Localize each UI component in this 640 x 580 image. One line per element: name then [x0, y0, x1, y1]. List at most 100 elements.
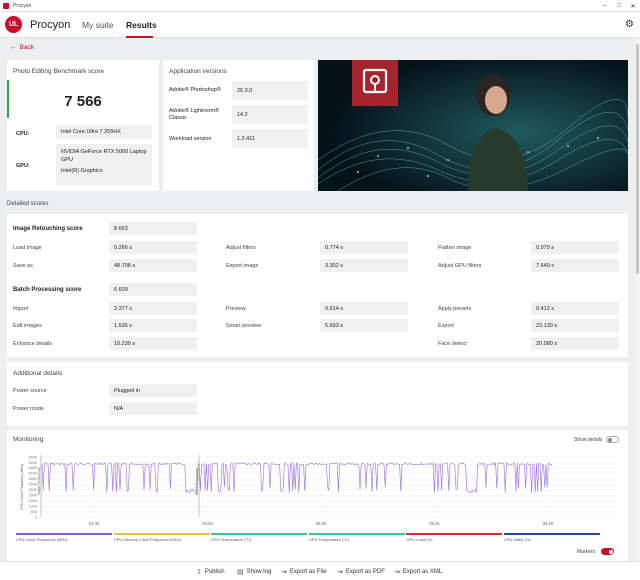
show-log-button[interactable]: ▤ Show log [237, 568, 271, 576]
monitoring-title: Monitoring [13, 436, 44, 443]
gpu-label: GPU: [16, 163, 30, 169]
batch-title: Batch Processing score [13, 287, 82, 293]
document-icon: ▤ [237, 569, 244, 576]
publish-label: Publish [204, 569, 225, 575]
active-tab-indicator [126, 36, 153, 38]
close-button[interactable]: ✕ [630, 3, 636, 10]
metric-value: 3.302 s [320, 259, 408, 272]
metric-label: Adjust filters [226, 245, 256, 251]
metric-label: Import [13, 306, 29, 312]
x-tick-label: 01:40 [89, 521, 100, 526]
legend-swatch [406, 533, 503, 535]
x-tick-label: 03:20 [202, 521, 213, 526]
legend-item[interactable]: GPU Memory Clock Frequency (MHz) [113, 533, 210, 545]
app-header: UL Procyon My suite Results ⚙ [0, 12, 640, 38]
marker-label: Image Retouching [37, 467, 41, 495]
metric-label: Save as [13, 263, 33, 269]
show-log-label: Show log [246, 569, 272, 575]
metric-label: Apply presets [438, 306, 472, 312]
additional-title: Additional details [13, 370, 63, 377]
metric-value: 7.649 s [531, 259, 619, 272]
metric-value: 2.377 s [109, 302, 197, 315]
export-file-button[interactable]: ⇥ Export as File [281, 568, 327, 576]
metric-value: 0.979 s [531, 241, 619, 254]
y-tick-label: 3500 [29, 477, 37, 481]
y-tick-label: 2500 [29, 488, 37, 492]
x-tick-label: 05:00 [316, 521, 327, 526]
window-title: Procyon [13, 2, 32, 9]
scrollbar-thumb[interactable] [636, 44, 639, 274]
metric-value: 1.536 s [109, 319, 197, 332]
legend-item[interactable]: CPU Clock Frequency (MHz) [16, 533, 112, 545]
app-name: Workload version [169, 135, 212, 142]
metric-label: Enhance details [13, 341, 53, 347]
legend-item[interactable]: GPU Load (%) [406, 533, 503, 545]
metric-label: Preview [226, 306, 246, 312]
tab-results[interactable]: Results [126, 20, 157, 30]
markers-toggle[interactable] [601, 548, 614, 555]
legend-label: CPU Clock Frequency (MHz) [16, 537, 68, 542]
monitoring-card: Monitoring Show details [7, 430, 628, 561]
legend-label: CPU Temperature (°C) [211, 537, 252, 542]
upload-icon: ⇧ [196, 569, 202, 576]
app-icon [3, 2, 9, 9]
batch-score: 6 609 [109, 283, 197, 296]
back-label: Back [19, 44, 34, 51]
metric-label: Flatten image [438, 245, 472, 251]
cpu-label: CPU: [16, 131, 30, 137]
legend-label: GPU Temperature (°C) [308, 537, 350, 542]
detail-label: Power source [13, 388, 47, 394]
settings-gear-icon[interactable]: ⚙ [625, 19, 634, 30]
export-xml-label: Export as XML [402, 569, 443, 575]
y-tick-label: 1500 [29, 499, 37, 503]
back-link[interactable]: ← Back [10, 44, 34, 51]
legend-item[interactable]: CPU Temperature (°C) [211, 533, 308, 545]
application-versions-card: Application versions Adobe® Photoshop® 2… [163, 60, 314, 191]
publish-button[interactable]: ⇧ Publish [196, 568, 225, 576]
maximize-button[interactable]: □ [617, 3, 621, 9]
legend-item[interactable]: GPU Temperature (°C) [308, 533, 405, 545]
legend-item[interactable]: CPU Utility (%) [504, 533, 600, 545]
app-version-value: 1.2.411 [232, 129, 308, 148]
x-tick-label: 08:20 [543, 521, 554, 526]
gpu-value-box: NVIDIA GeForce RTX 5060 Laptop GPU Intel… [56, 144, 152, 186]
app-name: Adobe® Photoshop® [169, 87, 221, 93]
cpu-clock-series [41, 462, 553, 494]
detailed-scores-header: Detailed scores [7, 201, 49, 207]
show-details-toggle[interactable] [606, 436, 619, 443]
metric-label: Edit images [13, 323, 42, 329]
metric-value: 0.514 s [320, 302, 408, 315]
export-icon: ⇥ [281, 569, 287, 576]
y-tick-label: 2000 [29, 493, 37, 497]
benchmark-score: 7 566 [64, 93, 102, 110]
gpu-primary: NVIDIA GeForce RTX 5060 Laptop GPU [61, 149, 147, 163]
legend-label: CPU Utility (%) [504, 537, 531, 542]
minimize-button[interactable]: – [603, 3, 607, 9]
legend-label: GPU Load (%) [406, 537, 433, 542]
metric-value: 0.774 s [320, 241, 408, 254]
metric-label: Face detect [438, 341, 467, 347]
metric-label: Export [438, 323, 454, 329]
brand-name: Procyon [30, 19, 71, 31]
metric-label: Smart preview [226, 323, 262, 329]
metric-value: 5.693 s [320, 319, 408, 332]
metric-label: Adjust GPU filters [438, 263, 482, 269]
legend-label: GPU Memory Clock Frequency (MHz) [113, 537, 181, 542]
detailed-scores-card: Image Retouching score 8 663 Load image … [7, 214, 628, 357]
detail-value: N/A [109, 402, 197, 415]
ul-logo: UL [5, 16, 22, 33]
show-details-label: Show details [574, 437, 603, 443]
gpu-secondary: Intel(R) Graphics [61, 168, 103, 174]
y-tick-label: 500 [31, 510, 37, 514]
export-xml-button[interactable]: ⇥ Export as XML [394, 568, 442, 576]
markers-label: Markers [577, 549, 596, 555]
vertical-scrollbar[interactable] [635, 38, 640, 561]
hero-image [318, 60, 628, 191]
y-tick-label: 1000 [29, 504, 37, 508]
metric-label: Load image [13, 245, 42, 251]
export-pdf-button[interactable]: ⇥ Export as PDF [337, 568, 385, 576]
tab-my-suite[interactable]: My suite [82, 20, 114, 30]
window-titlebar: Procyon – □ ✕ [0, 0, 640, 12]
y-tick-label: 5500 [29, 455, 37, 459]
export-icon: ⇥ [394, 569, 400, 576]
